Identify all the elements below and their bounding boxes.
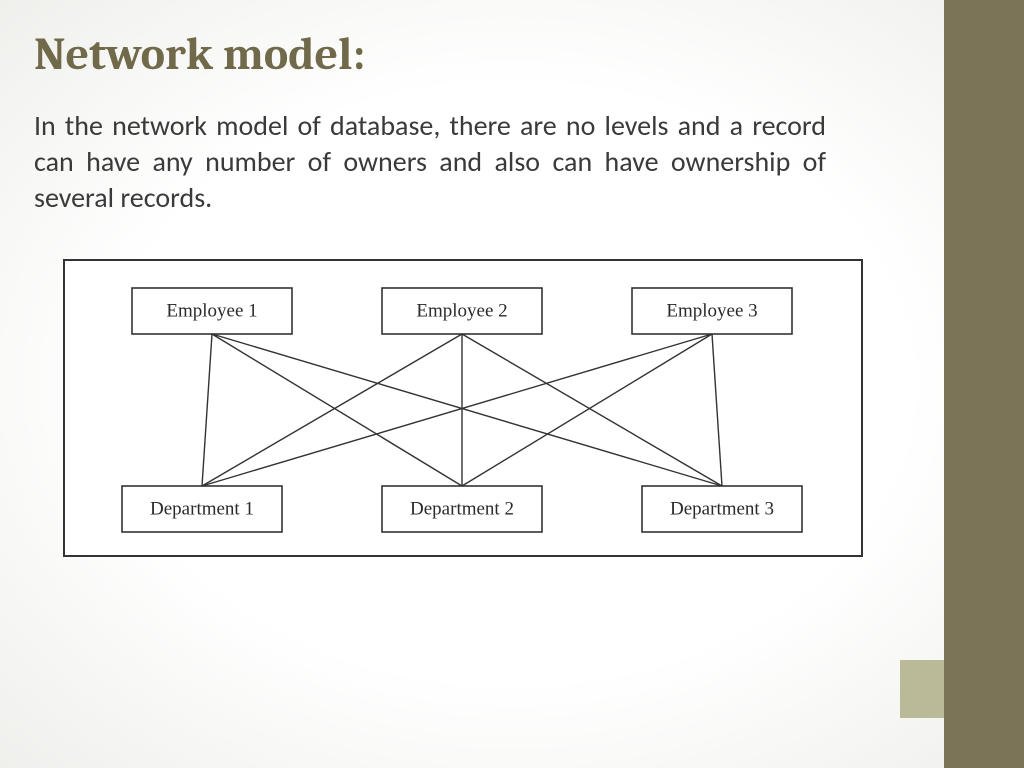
network-diagram-svg: Employee 1 Employee 2 Employee 3 Department… bbox=[62, 258, 864, 568]
accent-bar-inset bbox=[900, 660, 944, 718]
svg-text:Employee 1: Employee 1 bbox=[166, 301, 257, 322]
svg-text:Department 3: Department 3 bbox=[670, 499, 774, 520]
accent-bar-main bbox=[944, 0, 1024, 768]
svg-text:Department 1: Department 1 bbox=[150, 499, 254, 520]
slide-title: Network model: bbox=[34, 28, 365, 81]
svg-text:Employee 2: Employee 2 bbox=[416, 301, 507, 322]
svg-text:Employee 3: Employee 3 bbox=[666, 301, 757, 322]
svg-text:Department 2: Department 2 bbox=[410, 499, 514, 520]
slide: Network model: In the network model of d… bbox=[0, 0, 1024, 768]
network-diagram: Employee 1 Employee 2 Employee 3 Department… bbox=[62, 258, 864, 568]
slide-body-text: In the network model of database, there … bbox=[34, 108, 826, 215]
